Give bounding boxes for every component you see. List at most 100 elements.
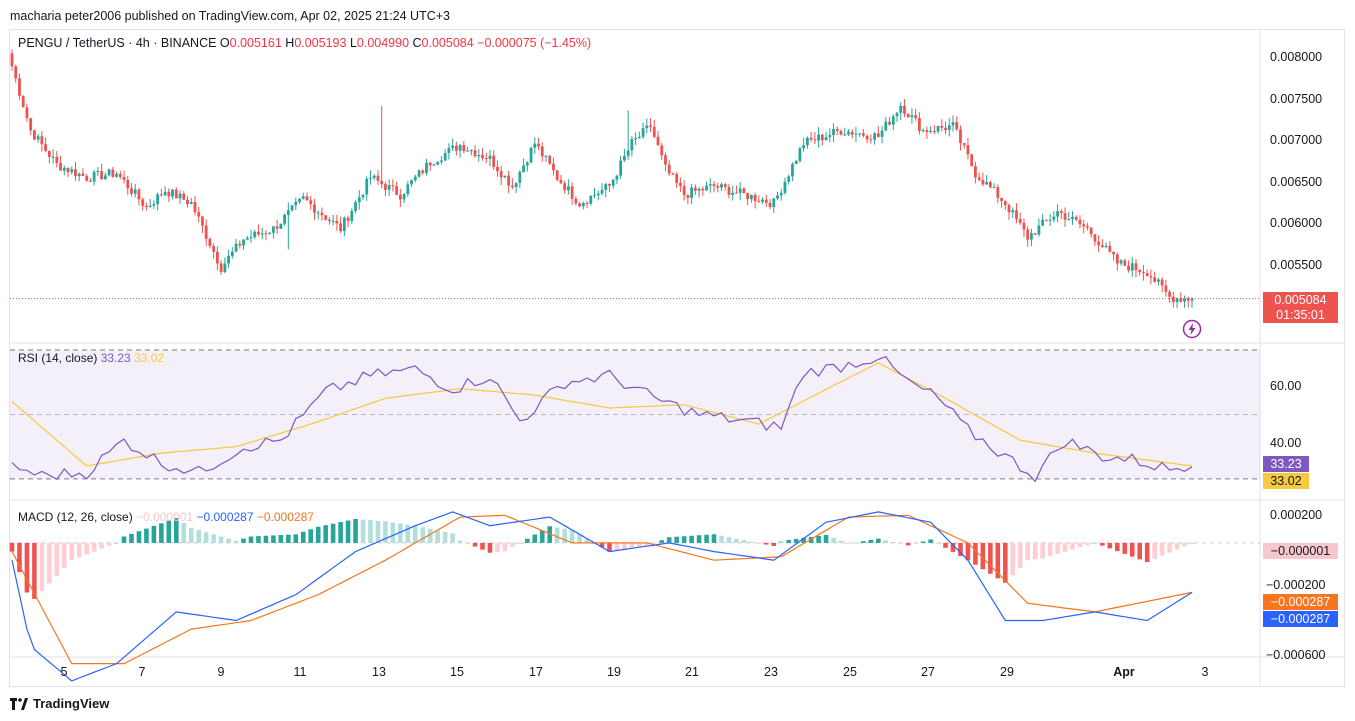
macd-hist-bar: [286, 534, 291, 543]
candle-body: [832, 128, 835, 136]
candle-body: [738, 188, 742, 193]
footer-brand[interactable]: TradingView: [10, 696, 109, 711]
macd-hist-bar: [1017, 542, 1023, 568]
candle-body: [809, 137, 813, 140]
symbol-name[interactable]: PENGU / TetherUS · 4h · BINANCE: [18, 36, 217, 50]
macd-hist-bar: [726, 537, 732, 543]
candle-body: [596, 193, 600, 196]
candle-body: [174, 189, 178, 199]
lightning-icon[interactable]: [1182, 319, 1202, 339]
candle-body: [764, 199, 768, 203]
candle-body: [36, 136, 40, 140]
candle-body: [313, 204, 316, 213]
candle-body: [186, 199, 189, 204]
high-value: 0.005193: [294, 36, 347, 50]
candle-body: [749, 194, 753, 200]
macd-hist-bar: [696, 535, 702, 543]
candle-body: [533, 143, 537, 148]
macd-hist-bar: [853, 542, 859, 544]
candle-body: [432, 164, 436, 166]
macd-hist-bar: [913, 542, 918, 544]
candle-body: [440, 160, 443, 163]
candle-body: [574, 198, 578, 204]
macd-hist-bar: [577, 534, 582, 543]
candle-body: [21, 95, 25, 108]
macd-label[interactable]: MACD (12, 26, close): [18, 510, 133, 524]
macd-hist-bar: [106, 542, 112, 546]
macd-hist-bar: [24, 542, 30, 593]
macd-hist-bar: [801, 537, 806, 543]
candle-body: [589, 195, 593, 204]
macd-hist-bar: [99, 542, 104, 549]
candle-body: [182, 193, 186, 200]
candle-body: [671, 173, 675, 175]
candle-body: [245, 237, 249, 240]
candle-body: [1044, 219, 1048, 221]
macd-tick-2: −0.000600: [1266, 648, 1326, 662]
candle-body: [354, 202, 357, 211]
macd-hist-bar: [517, 542, 523, 544]
candle-body: [1018, 218, 1022, 223]
candle-body: [776, 195, 779, 199]
macd-hist-bar: [330, 523, 336, 543]
countdown-badge: 01:35:01: [1263, 307, 1338, 323]
candle-body: [290, 205, 294, 211]
macd-hist-bar: [300, 531, 306, 543]
candle-body: [1160, 279, 1164, 286]
candle-body: [294, 201, 298, 206]
candle-body: [55, 156, 59, 163]
candle-body: [51, 156, 55, 158]
candle-body: [940, 125, 944, 128]
macd-hist-bar: [846, 542, 851, 544]
candle-body: [14, 66, 18, 79]
macd-hist-bar: [278, 535, 284, 543]
candle-body: [1156, 279, 1160, 282]
candle-body: [985, 182, 989, 185]
candle-body: [1138, 269, 1142, 273]
macd-hist-bar: [711, 534, 717, 543]
candle-body: [47, 150, 51, 158]
macd-hist-bar: [890, 542, 896, 544]
candle-body: [805, 137, 809, 146]
candle-body: [656, 136, 660, 146]
candle-body: [275, 226, 279, 229]
x-tick-5: 5: [60, 665, 68, 679]
candle-body: [548, 155, 552, 164]
candle-body: [133, 189, 137, 194]
candle-body: [1033, 233, 1037, 235]
candle-body: [503, 175, 507, 178]
candle-body: [458, 144, 462, 151]
rsi-line: [11, 355, 1193, 483]
candle-body: [1059, 211, 1063, 214]
macd-hist-bar: [480, 542, 485, 550]
candle-body: [328, 219, 331, 221]
macd-hist-bar: [427, 528, 433, 543]
candle-body: [835, 128, 839, 131]
candle-body: [242, 239, 245, 246]
candle-body: [791, 164, 794, 177]
rsi-label[interactable]: RSI (14, close): [18, 351, 98, 365]
macd-hist-bar: [338, 522, 343, 543]
candle-body: [992, 187, 996, 189]
macd-hist-bar: [368, 520, 373, 543]
candle-body: [555, 170, 559, 180]
macd-hist-bar: [166, 520, 172, 543]
macd-hist-bar: [741, 540, 747, 543]
macd-hist-bar: [1077, 542, 1083, 548]
macd-signal-value: −0.000287: [256, 510, 314, 524]
macd-hist-bar: [943, 542, 948, 548]
candle-body: [1175, 298, 1179, 303]
candle-body: [410, 180, 413, 185]
x-tick-15: 15: [450, 665, 464, 679]
candle-body: [1164, 285, 1168, 292]
macd-hist-bar: [562, 528, 567, 543]
candle-body: [604, 183, 608, 190]
candle-body: [115, 173, 118, 177]
candle-body: [947, 125, 951, 130]
candle-body: [96, 171, 100, 173]
candle-body: [100, 171, 104, 180]
macd-hist-bar: [263, 535, 269, 543]
x-tick-25: 25: [843, 665, 857, 679]
macd-hist-bar: [1085, 542, 1090, 546]
